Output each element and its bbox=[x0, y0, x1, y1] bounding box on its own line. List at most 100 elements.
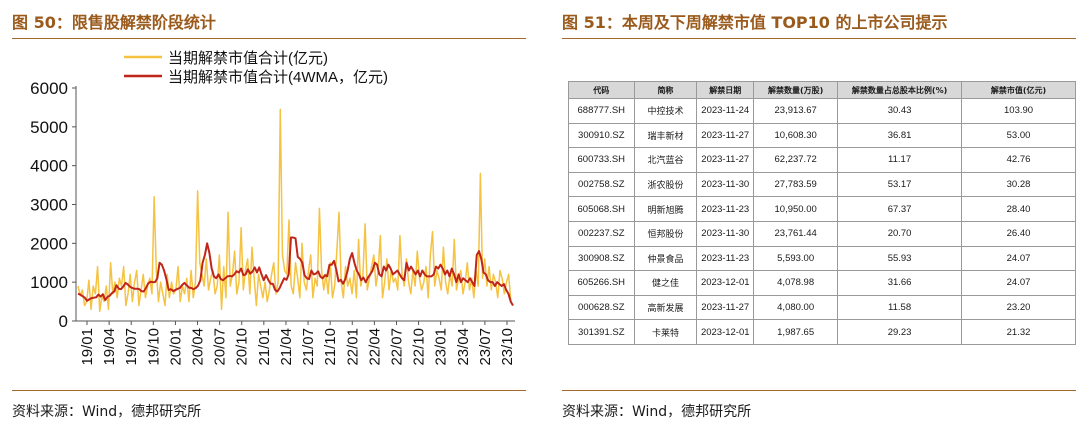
cell-code: 300910.SZ bbox=[568, 122, 635, 149]
cell-unlock-shares: 1,987.65 bbox=[753, 319, 839, 345]
cell-unlock-date: 2023-11-27 bbox=[696, 122, 755, 149]
cell-code: 688777.SH bbox=[568, 98, 635, 124]
x-tick-label: 21/07 bbox=[300, 328, 317, 366]
cell-short-name: 中控技术 bbox=[633, 98, 698, 124]
y-tick-label: 0 bbox=[59, 312, 68, 331]
cell-unlock-value: 24.07 bbox=[961, 245, 1076, 272]
cell-code: 002758.SZ bbox=[568, 171, 635, 198]
x-tick-label: 23/04 bbox=[455, 328, 472, 366]
cell-unlock-date: 2023-12-01 bbox=[696, 319, 755, 345]
cell-unlock-shares: 4,080.00 bbox=[753, 294, 839, 321]
cell-unlock-shares: 10,608.30 bbox=[753, 122, 839, 149]
cell-short-name: 明新旭腾 bbox=[633, 196, 698, 222]
chart-axes: 0 1000 2000 3000 4000 5000 6000 19/01 19/04 19/07… bbox=[30, 79, 516, 366]
cell-unlock-shares: 62,237.72 bbox=[753, 147, 839, 173]
legend-label: 当期解禁市值合计(亿元) bbox=[168, 50, 328, 67]
cell-unlock-date: 2023-11-30 bbox=[696, 171, 755, 198]
unlock-value-line-chart: 当期解禁市值合计(亿元) 当期解禁市值合计(4WMA，亿元) 0 1000 2000 3… bbox=[30, 50, 516, 366]
cell-unlock-shares: 27,783.59 bbox=[753, 171, 839, 198]
cell-unlock-value: 24.07 bbox=[961, 270, 1076, 296]
header-unlock-date: 解禁日期 bbox=[696, 81, 755, 99]
cell-unlock-value: 103.90 bbox=[961, 98, 1076, 124]
cell-unlock-value: 30.28 bbox=[961, 171, 1076, 198]
table-row: 605266.SH 健之佳 2023-12-01 4,078.98 31.66 24.07 bbox=[568, 270, 1076, 296]
x-tick-label: 22/10 bbox=[411, 328, 428, 366]
x-tick-label: 22/01 bbox=[344, 328, 361, 366]
cell-unlock-value: 42.76 bbox=[961, 147, 1076, 173]
cell-unlock-value: 53.00 bbox=[961, 122, 1076, 149]
right-source-note: 资料来源：Wind，德邦研究所 bbox=[562, 404, 752, 420]
cell-short-name: 高新发展 bbox=[633, 294, 698, 321]
cell-unlock-date: 2023-11-27 bbox=[696, 294, 755, 321]
cell-unlock-date: 2023-11-30 bbox=[696, 220, 755, 247]
x-tick-label: 19/07 bbox=[123, 328, 140, 366]
left-source-rule bbox=[12, 390, 526, 391]
top10-table-wrapper: 代码 简称 解禁日期 解禁数量(万股) 解禁数量占总股本比例(%) 解禁市值(亿… bbox=[568, 81, 1076, 345]
series-line-unlock-value bbox=[77, 108, 514, 313]
x-tick-label: 20/04 bbox=[190, 328, 207, 366]
cell-unlock-value: 28.40 bbox=[961, 196, 1076, 222]
header-code: 代码 bbox=[568, 81, 635, 99]
cell-unlock-ratio: 11.17 bbox=[837, 147, 963, 173]
table-header-row: 代码 简称 解禁日期 解禁数量(万股) 解禁数量占总股本比例(%) 解禁市值(亿… bbox=[568, 81, 1076, 99]
left-title-rule bbox=[12, 38, 526, 39]
cell-unlock-shares: 23,761.44 bbox=[753, 220, 839, 247]
cell-unlock-date: 2023-11-23 bbox=[696, 245, 755, 272]
cell-unlock-value: 23.20 bbox=[961, 294, 1076, 321]
header-unlock-value: 解禁市值(亿元) bbox=[961, 81, 1076, 99]
cell-code: 605266.SH bbox=[568, 270, 635, 296]
cell-short-name: 仲景食品 bbox=[633, 245, 698, 272]
right-figure-title: 图 51：本周及下周解禁市值 TOP10 的上市公司提示 bbox=[562, 13, 948, 32]
x-tick-label: 19/04 bbox=[101, 328, 118, 366]
cell-code: 301391.SZ bbox=[568, 319, 635, 345]
cell-code: 002237.SZ bbox=[568, 220, 635, 247]
cell-code: 600733.SH bbox=[568, 147, 635, 173]
y-tick-label: 4000 bbox=[30, 157, 68, 176]
cell-unlock-ratio: 31.66 bbox=[837, 270, 963, 296]
cell-code: 605068.SH bbox=[568, 196, 635, 222]
cell-unlock-ratio: 67.37 bbox=[837, 196, 963, 222]
cell-short-name: 瑞丰新材 bbox=[633, 122, 698, 149]
table-row: 600733.SH 北汽蓝谷 2023-11-27 62,237.72 11.17 42.… bbox=[568, 147, 1076, 173]
y-tick-label: 6000 bbox=[30, 79, 68, 98]
cell-unlock-ratio: 11.58 bbox=[837, 294, 963, 321]
x-tick-label: 21/04 bbox=[278, 328, 295, 366]
cell-code: 000628.SZ bbox=[568, 294, 635, 321]
right-title-rule bbox=[562, 38, 1076, 39]
cell-unlock-value: 26.40 bbox=[961, 220, 1076, 247]
x-tick-label: 21/01 bbox=[256, 328, 273, 366]
y-tick-label: 5000 bbox=[30, 118, 68, 137]
cell-unlock-date: 2023-11-23 bbox=[696, 196, 755, 222]
top10-unlock-table: 代码 简称 解禁日期 解禁数量(万股) 解禁数量占总股本比例(%) 解禁市值(亿… bbox=[568, 81, 1076, 345]
cell-unlock-date: 2023-11-27 bbox=[696, 147, 755, 173]
cell-short-name: 健之佳 bbox=[633, 270, 698, 296]
cell-unlock-ratio: 53.17 bbox=[837, 171, 963, 198]
x-tick-label: 20/10 bbox=[234, 328, 251, 366]
table-row: 300910.SZ 瑞丰新材 2023-11-27 10,608.30 36.81 53.… bbox=[568, 122, 1076, 149]
header-unlock-shares: 解禁数量(万股) bbox=[753, 81, 839, 99]
cell-unlock-shares: 10,950.00 bbox=[753, 196, 839, 222]
cell-code: 300908.SZ bbox=[568, 245, 635, 272]
cell-unlock-date: 2023-12-01 bbox=[696, 270, 755, 296]
table-row: 002758.SZ 浙农股份 2023-11-30 27,783.59 53.17 30.… bbox=[568, 171, 1076, 198]
cell-unlock-ratio: 36.81 bbox=[837, 122, 963, 149]
x-tick-label: 22/07 bbox=[388, 328, 405, 366]
table-row: 301391.SZ 卡莱特 2023-12-01 1,987.65 29.23 21.32 bbox=[568, 319, 1076, 345]
table-row: 300908.SZ 仲景食品 2023-11-23 5,593.00 55.93 24.0… bbox=[568, 245, 1076, 272]
x-tick-label: 23/10 bbox=[499, 328, 516, 366]
x-tick-label: 21/10 bbox=[322, 328, 339, 366]
chart-series-layer bbox=[77, 108, 514, 313]
cell-short-name: 浙农股份 bbox=[633, 171, 698, 198]
x-tick-label: 23/07 bbox=[477, 328, 494, 366]
cell-short-name: 北汽蓝谷 bbox=[633, 147, 698, 173]
table-row: 002237.SZ 恒邦股份 2023-11-30 23,761.44 20.70 26.… bbox=[568, 220, 1076, 247]
left-figure-title: 图 50：限售股解禁阶段统计 bbox=[12, 13, 216, 32]
y-tick-label: 2000 bbox=[30, 234, 68, 253]
cell-unlock-ratio: 20.70 bbox=[837, 220, 963, 247]
cell-unlock-shares: 23,913.67 bbox=[753, 98, 839, 124]
cell-unlock-shares: 4,078.98 bbox=[753, 270, 839, 296]
cell-short-name: 恒邦股份 bbox=[633, 220, 698, 247]
table-row: 688777.SH 中控技术 2023-11-24 23,913.67 30.43 103… bbox=[568, 98, 1076, 124]
x-tick-label: 20/07 bbox=[212, 328, 229, 366]
table-row: 605068.SH 明新旭腾 2023-11-23 10,950.00 67.37 28.… bbox=[568, 196, 1076, 222]
